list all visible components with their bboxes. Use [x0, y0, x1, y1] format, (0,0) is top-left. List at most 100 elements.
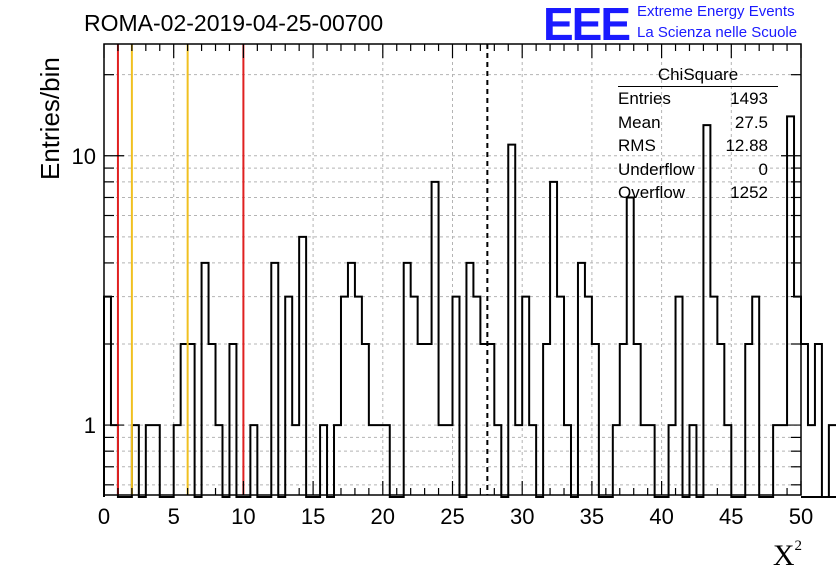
histogram-bin [466, 263, 473, 495]
histogram-bin [487, 344, 494, 495]
x-tick-label: 0 [98, 504, 110, 529]
histogram-bin [522, 297, 529, 495]
histogram-bin [689, 425, 696, 495]
histogram-bin [341, 297, 348, 495]
histogram-bin [494, 425, 501, 495]
stats-row-entries: Entries 1493 [612, 87, 778, 111]
histogram-bin [578, 263, 585, 495]
histogram-bin [613, 425, 620, 495]
x-tick-label: 5 [168, 504, 180, 529]
histogram-bin [404, 263, 411, 495]
histogram-bin [724, 425, 731, 495]
histogram-bin [453, 297, 460, 495]
histogram-bin [710, 297, 717, 495]
histogram-bin [320, 425, 327, 495]
stats-label: RMS [618, 134, 656, 158]
histogram-bin [181, 344, 188, 495]
x-tick-label: 25 [440, 504, 464, 529]
histogram-bin [439, 425, 446, 495]
histogram-bin [104, 297, 111, 495]
histogram-bin [780, 425, 787, 495]
histogram-bin [229, 344, 236, 495]
stats-value: 0 [759, 158, 768, 182]
stats-value: 1493 [730, 87, 768, 111]
histogram-bin [773, 425, 780, 495]
stats-label: Overflow [618, 181, 685, 205]
histogram-bin [676, 297, 683, 495]
histogram-bin [543, 344, 550, 495]
histogram-bin [216, 425, 223, 495]
stats-label: Entries [618, 87, 671, 111]
histogram-bin [557, 297, 564, 495]
histogram-bin [564, 425, 571, 495]
stats-row-overflow: Overflow 1252 [612, 181, 778, 205]
histogram-bin [355, 297, 362, 495]
x-tick-label: 35 [580, 504, 604, 529]
histogram-bin [383, 425, 390, 495]
histogram-bin [515, 425, 522, 495]
histogram-bin [508, 145, 515, 495]
histogram-bin [334, 425, 341, 495]
histogram-bin [620, 344, 627, 495]
histogram-bin [669, 425, 676, 495]
stats-label: Underflow [618, 158, 695, 182]
stats-row-underflow: Underflow 0 [612, 158, 778, 182]
y-tick-label: 10 [72, 144, 96, 169]
x-tick-label: 30 [510, 504, 534, 529]
histogram-bin [285, 297, 292, 495]
histogram-bin [362, 344, 369, 495]
histogram-bin [146, 425, 153, 495]
histogram-bin [745, 344, 752, 495]
histogram-bin [794, 297, 801, 495]
histogram-bin [473, 297, 480, 495]
stats-box: ChiSquare Entries 1493 Mean 27.5 RMS 12.… [612, 65, 778, 205]
stats-value: 27.5 [735, 111, 768, 135]
x-tick-label: 40 [649, 504, 673, 529]
stats-label: Mean [618, 111, 661, 135]
histogram-bin [752, 297, 759, 495]
histogram-bin [641, 425, 648, 495]
stats-row-rms: RMS 12.88 [612, 134, 778, 158]
histogram-bin [808, 425, 815, 495]
y-tick-label: 1 [84, 413, 96, 438]
histogram-bin [550, 182, 557, 495]
histogram-bin [418, 344, 425, 495]
histogram-bin [411, 297, 418, 495]
histogram-bin [292, 425, 299, 495]
histogram-bin [801, 344, 808, 495]
histogram-bin [348, 263, 355, 495]
stats-value: 1252 [730, 181, 768, 205]
histogram-bin [815, 344, 822, 495]
histogram-bin [174, 425, 181, 495]
x-tick-label: 20 [371, 504, 395, 529]
histogram-bin [299, 237, 306, 495]
histogram-bin [432, 182, 439, 495]
stats-box-title: ChiSquare [618, 65, 778, 87]
x-tick-label: 15 [301, 504, 325, 529]
histogram-bin [369, 425, 376, 495]
histogram-bin [132, 425, 139, 495]
histogram-bin [648, 425, 655, 495]
histogram-bin [717, 344, 724, 495]
stats-row-mean: Mean 27.5 [612, 111, 778, 135]
histogram-bin [250, 425, 257, 495]
histogram-bin [592, 344, 599, 495]
histogram-bin [153, 425, 160, 495]
stats-value: 12.88 [725, 134, 768, 158]
histogram-bin [202, 263, 209, 495]
x-tick-label: 45 [719, 504, 743, 529]
histogram-bin [585, 297, 592, 495]
x-tick-label: 10 [231, 504, 255, 529]
histogram-bin [627, 197, 634, 495]
histogram-bin [425, 344, 432, 495]
histogram-bin [376, 425, 383, 495]
histogram-bin [480, 344, 487, 495]
histogram-bin [787, 116, 794, 495]
histogram-bin [529, 425, 536, 495]
histogram-bin [829, 425, 836, 495]
x-tick-label: 50 [789, 504, 813, 529]
histogram-bin [188, 344, 195, 495]
histogram-bin [634, 344, 641, 495]
histogram-bin [446, 425, 453, 495]
histogram-bin [209, 344, 216, 495]
